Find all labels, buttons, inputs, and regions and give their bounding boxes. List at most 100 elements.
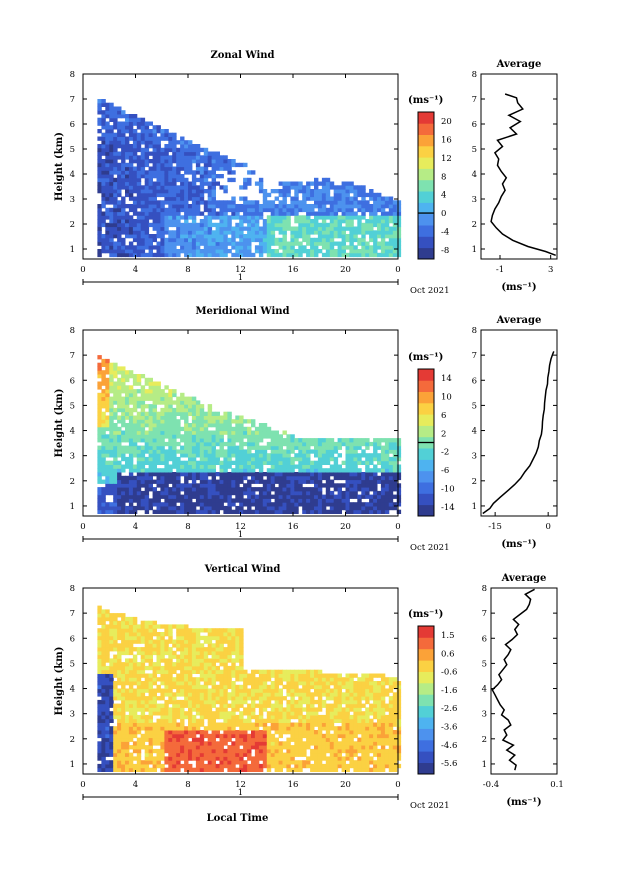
heatmap-cell <box>144 381 150 386</box>
heatmap-cell <box>164 741 169 746</box>
heatmap-cell <box>219 441 224 447</box>
heatmap-cell <box>243 234 248 239</box>
heatmap-cell <box>148 129 153 134</box>
colorbar-tick-label: 0 <box>441 209 446 219</box>
heatmap-cell <box>290 445 295 450</box>
heatmap-cell <box>310 219 315 224</box>
heatmap-cell <box>215 222 220 228</box>
heatmap-cell <box>144 699 150 705</box>
heatmap-cell <box>191 426 197 432</box>
heatmap-cell <box>97 632 102 637</box>
heatmap-cell <box>117 438 122 443</box>
heatmap-cell <box>270 226 276 231</box>
heatmap-cell <box>148 434 153 439</box>
heatmap-cell <box>160 237 165 243</box>
heatmap-cell <box>349 249 354 254</box>
heatmap-cell <box>97 616 102 622</box>
heatmap-cell <box>278 464 283 469</box>
heatmap-cell <box>113 616 118 622</box>
heatmap-cell <box>369 494 374 499</box>
heatmap-cell <box>132 449 138 454</box>
heatmap-cell <box>302 445 307 450</box>
heatmap-cell <box>199 426 205 432</box>
heatmap-cell <box>101 200 106 205</box>
heatmap-cell <box>144 151 150 156</box>
heatmap-cell <box>207 234 213 239</box>
colorbar-tick-label: 10 <box>441 393 452 403</box>
heatmap-cell <box>121 211 126 216</box>
heatmap-cell <box>203 505 209 511</box>
chart-title: Zonal Wind <box>210 50 274 61</box>
heatmap-cell <box>282 211 287 216</box>
heatmap-cell <box>396 475 402 481</box>
heatmap-cell <box>125 681 130 686</box>
heatmap-cell <box>325 509 331 514</box>
heatmap-cell <box>121 752 126 757</box>
heatmap-cell <box>329 181 335 186</box>
heatmap-cell <box>168 419 173 424</box>
heatmap-cell <box>101 204 106 209</box>
heatmap-cell <box>219 460 224 465</box>
heatmap-cell <box>365 252 370 258</box>
heatmap-cell <box>168 692 173 697</box>
heatmap-cell <box>262 423 268 428</box>
heatmap-cell <box>113 714 118 720</box>
heatmap-cell <box>219 185 224 190</box>
heatmap-cell <box>302 189 307 194</box>
heatmap-cell <box>101 211 106 216</box>
heatmap-cell <box>239 423 244 428</box>
heatmap-cell <box>140 389 146 394</box>
heatmap-cell <box>377 226 382 231</box>
heatmap-cell <box>290 241 295 246</box>
heatmap-cell <box>195 419 201 424</box>
heatmap-cell <box>199 445 205 450</box>
heatmap-cell <box>235 494 240 499</box>
heatmap-cell <box>97 643 102 648</box>
heatmap-cell <box>215 741 220 746</box>
heatmap-cell <box>184 423 189 428</box>
heatmap-cell <box>203 763 209 769</box>
heatmap-cell <box>152 438 157 443</box>
heatmap-cell <box>369 472 374 477</box>
heatmap-cell <box>290 505 295 511</box>
heatmap-cell <box>266 230 272 235</box>
heatmap-cell <box>223 241 228 246</box>
heatmap-cell <box>180 763 185 769</box>
heatmap-cell <box>97 639 102 644</box>
colorbar-tick-label: 2 <box>441 429 446 439</box>
heatmap-cell <box>144 423 150 428</box>
heatmap-cell <box>132 374 138 379</box>
heatmap-cell <box>199 505 205 511</box>
heatmap-cell <box>113 441 118 447</box>
heatmap-cell <box>227 453 232 458</box>
heatmap-cell <box>184 204 189 209</box>
heatmap-cell <box>132 136 138 141</box>
heatmap-cell <box>172 464 177 469</box>
heatmap-cell <box>282 438 287 443</box>
heatmap-cell <box>235 479 240 484</box>
heatmap-cell <box>168 252 173 258</box>
heatmap-cell <box>172 407 177 413</box>
heatmap-cell <box>227 632 232 637</box>
heatmap-cell <box>125 726 130 731</box>
heatmap-cell <box>231 159 236 164</box>
heatmap-cell <box>373 494 378 499</box>
heatmap-cell <box>337 219 342 224</box>
heatmap-cell <box>184 748 189 754</box>
heatmap-cell <box>128 159 134 164</box>
heatmap-cell <box>369 211 374 216</box>
heatmap-cell <box>310 252 315 258</box>
heatmap-cell <box>302 196 307 201</box>
heatmap-cell <box>294 207 299 213</box>
heatmap-cell <box>341 215 346 220</box>
heatmap-cell <box>243 241 248 246</box>
heatmap-cell <box>128 132 134 137</box>
heatmap-cell <box>314 200 319 205</box>
heatmap-cell <box>274 472 279 477</box>
heatmap-cell <box>199 411 205 416</box>
heatmap-cell <box>125 490 130 496</box>
y-tick-label: 8 <box>70 70 75 80</box>
heatmap-cell <box>262 230 268 235</box>
heatmap-cell <box>243 468 248 473</box>
